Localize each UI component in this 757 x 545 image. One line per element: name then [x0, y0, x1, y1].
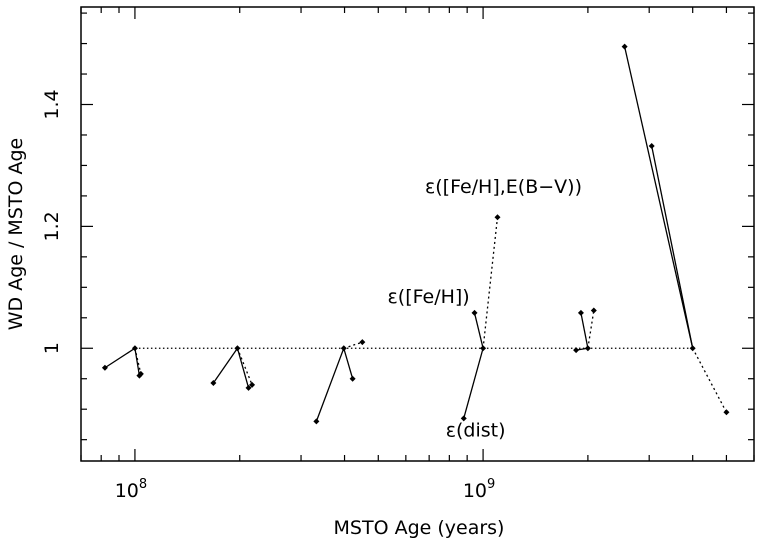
annotation-label: ε([Fe/H])	[388, 286, 470, 308]
cluster-center-point	[131, 345, 138, 352]
cluster-center-point	[689, 345, 696, 352]
data-point	[137, 370, 144, 377]
annotation-label: ε([Fe/H],E(B−V))	[425, 176, 582, 198]
solid-segment	[651, 145, 694, 349]
data-point	[460, 415, 467, 422]
y-tick-label: 1.4	[41, 89, 63, 119]
dotted-segment	[236, 348, 253, 386]
cluster-center-point	[234, 345, 241, 352]
data-layer	[101, 43, 730, 425]
x-tick-label: 109	[463, 477, 495, 502]
data-point	[101, 364, 108, 371]
data-point	[245, 384, 252, 391]
solid-segment	[463, 348, 484, 419]
cluster-center-point	[584, 345, 591, 352]
solid-segment	[236, 348, 250, 389]
data-point	[577, 309, 584, 316]
dotted-segment	[482, 217, 499, 349]
data-point	[723, 409, 730, 416]
x-axis-title: MSTO Age (years)	[334, 517, 505, 539]
data-point	[494, 214, 501, 221]
data-point	[590, 307, 597, 314]
solid-segment	[580, 312, 589, 349]
solid-segment	[343, 348, 354, 379]
solid-segment	[473, 312, 484, 349]
data-point	[249, 381, 256, 388]
y-axis-title: WD Age / MSTO Age	[5, 138, 27, 331]
cluster-center-point	[340, 345, 347, 352]
cluster-center-point	[480, 345, 487, 352]
data-point	[313, 418, 320, 425]
dotted-segment	[343, 341, 363, 349]
x-tick-label: 108	[115, 477, 147, 502]
solid-segment	[315, 348, 345, 422]
data-point	[648, 142, 655, 149]
annotation-layer: ε([Fe/H],E(B−V)) ε([Fe/H]) ε(dist)	[388, 176, 582, 441]
y-tick-label: 1	[41, 342, 63, 354]
solid-segment	[623, 46, 694, 349]
plot-area-frame	[80, 6, 755, 462]
solid-segment	[104, 347, 136, 369]
solid-segment	[212, 347, 238, 384]
data-point	[621, 43, 628, 50]
y-tick-label: 1.2	[41, 211, 63, 241]
solid-segment	[134, 348, 141, 376]
dotted-segment	[134, 348, 142, 375]
dotted-segment	[692, 347, 728, 413]
dotted-segment	[587, 310, 595, 349]
data-point	[349, 375, 356, 382]
data-point	[471, 309, 478, 316]
tick-layer: 108 109 1 1.2 1.4	[41, 7, 755, 502]
data-point	[573, 347, 580, 354]
annotation-label: ε(dist)	[446, 419, 506, 441]
data-point	[210, 379, 217, 386]
data-point	[359, 339, 366, 346]
